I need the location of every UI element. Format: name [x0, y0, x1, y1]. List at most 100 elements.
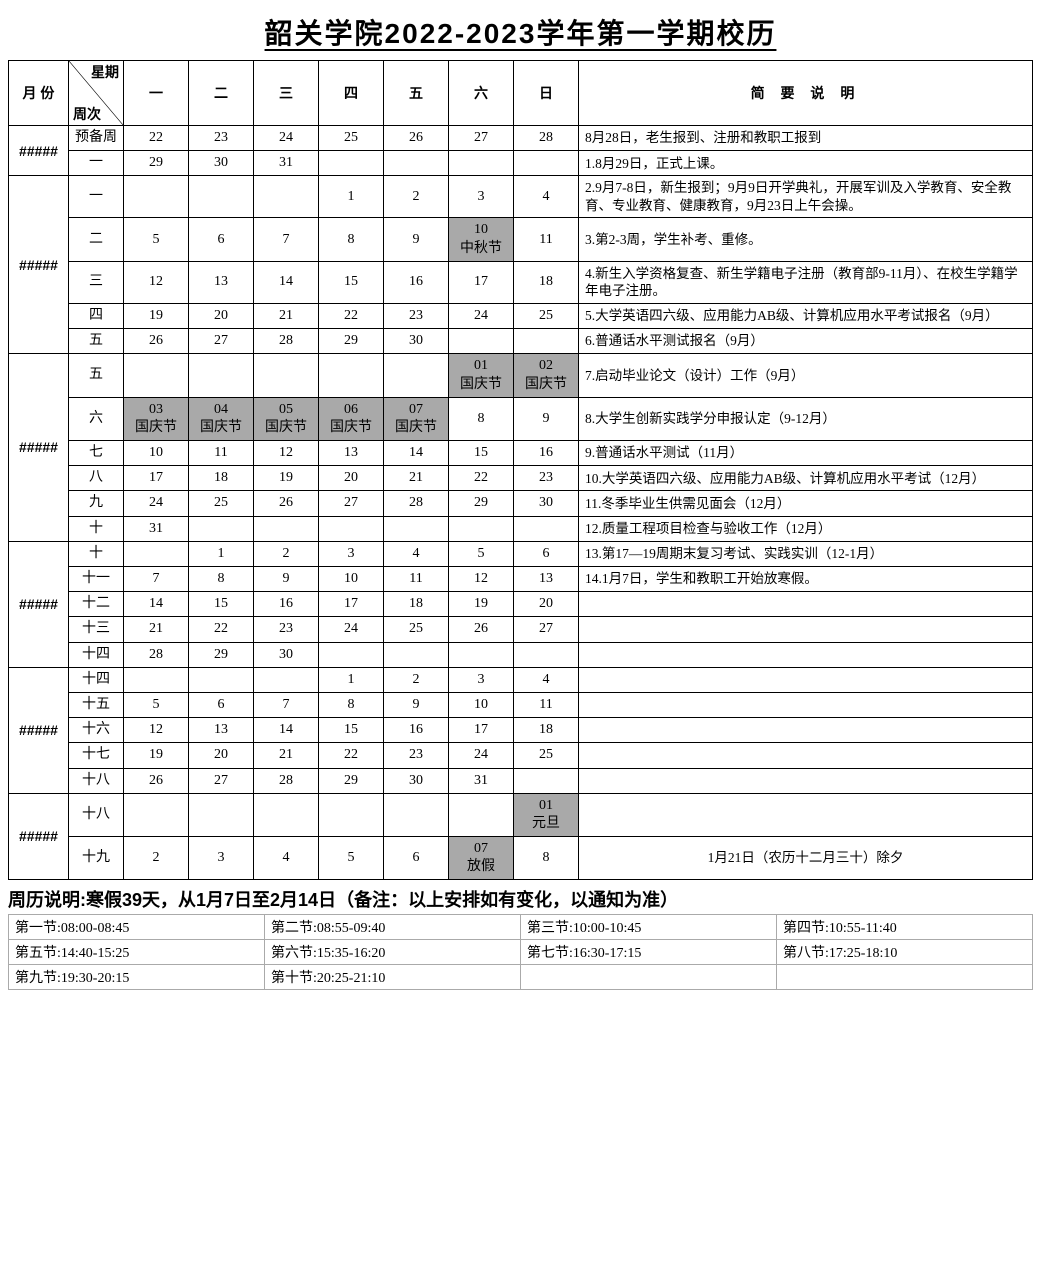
day-cell: 30 [384, 329, 449, 354]
day-cell [319, 151, 384, 176]
week-label: 八 [69, 466, 124, 491]
day-cell: 16 [384, 718, 449, 743]
day-cell: 15 [319, 261, 384, 303]
day-cell: 27 [189, 768, 254, 793]
note-cell [579, 718, 1033, 743]
day-cell: 30 [384, 768, 449, 793]
note-cell: 4.新生入学资格复查、新生学籍电子注册（教育部9-11月）、在校生学籍学年电子注… [579, 261, 1033, 303]
day-cell: 16 [254, 592, 319, 617]
period-table: 第一节:08:00-08:45第二节:08:55-09:40第三节:10:00-… [8, 914, 1033, 990]
week-label: 十六 [69, 718, 124, 743]
day-cell: 18 [384, 592, 449, 617]
note-cell: 10.大学英语四六级、应用能力AB级、计算机应用水平考试（12月） [579, 466, 1033, 491]
col-month: 月 份 [9, 61, 69, 126]
day-cell: 20 [189, 303, 254, 328]
day-cell: 5 [124, 218, 189, 261]
diag-top: 星期 [91, 63, 119, 81]
day-cell: 18 [514, 261, 579, 303]
day-cell: 3 [189, 837, 254, 880]
period-cell: 第四节:10:55-11:40 [777, 915, 1033, 940]
day-cell: 11 [514, 218, 579, 261]
day-cell [254, 516, 319, 541]
day-cell: 9 [514, 397, 579, 440]
day-cell [124, 667, 189, 692]
day-cell: 28 [384, 491, 449, 516]
day-cell: 18 [189, 466, 254, 491]
day-cell: 21 [384, 466, 449, 491]
day-cell: 24 [449, 303, 514, 328]
day-cell: 3 [319, 541, 384, 566]
day-cell: 14 [254, 261, 319, 303]
day-cell: 20 [319, 466, 384, 491]
day-cell: 12 [124, 718, 189, 743]
day-cell [384, 793, 449, 836]
day-cell: 2 [124, 837, 189, 880]
col-day-5: 五 [384, 61, 449, 126]
calendar-table: 月 份 星期 周次 一 二 三 四 五 六 日 简 要 说 明 #####预备周… [8, 60, 1033, 880]
day-cell [189, 354, 254, 397]
day-cell: 22 [189, 617, 254, 642]
week-label: 一 [69, 151, 124, 176]
day-cell: 26 [384, 126, 449, 151]
day-cell: 23 [254, 617, 319, 642]
day-cell: 13 [319, 441, 384, 466]
day-cell: 22 [319, 303, 384, 328]
week-label: 十九 [69, 837, 124, 880]
day-cell: 26 [124, 768, 189, 793]
day-cell: 2 [384, 667, 449, 692]
week-label: 九 [69, 491, 124, 516]
week-label: 十八 [69, 793, 124, 836]
note-cell: 3.第2-3周，学生补考、重修。 [579, 218, 1033, 261]
day-cell: 22 [449, 466, 514, 491]
period-cell [521, 965, 777, 990]
day-cell: 25 [319, 126, 384, 151]
week-label: 二 [69, 218, 124, 261]
day-cell: 15 [319, 718, 384, 743]
day-cell: 17 [124, 466, 189, 491]
day-cell: 13 [514, 567, 579, 592]
day-cell: 20 [514, 592, 579, 617]
col-day-6: 六 [449, 61, 514, 126]
week-label: 四 [69, 303, 124, 328]
note-cell: 12.质量工程项目检查与验收工作（12月） [579, 516, 1033, 541]
day-cell [319, 642, 384, 667]
note-cell: 1.8月29日，正式上课。 [579, 151, 1033, 176]
day-cell: 07放假 [449, 837, 514, 880]
day-cell: 23 [514, 466, 579, 491]
day-cell: 10 [124, 441, 189, 466]
week-label: 十二 [69, 592, 124, 617]
day-cell: 5 [449, 541, 514, 566]
period-cell: 第五节:14:40-15:25 [9, 940, 265, 965]
day-cell: 23 [384, 303, 449, 328]
day-cell: 05国庆节 [254, 397, 319, 440]
day-cell [514, 768, 579, 793]
week-label: 七 [69, 441, 124, 466]
day-cell: 21 [124, 617, 189, 642]
day-cell: 23 [384, 743, 449, 768]
day-cell: 14 [384, 441, 449, 466]
month-label: ##### [9, 354, 69, 542]
day-cell: 4 [514, 667, 579, 692]
day-cell: 29 [124, 151, 189, 176]
col-diag: 星期 周次 [69, 61, 124, 126]
week-label: 预备周 [69, 126, 124, 151]
day-cell [449, 516, 514, 541]
day-cell: 18 [514, 718, 579, 743]
day-cell: 29 [319, 329, 384, 354]
note-cell: 7.启动毕业论文（设计）工作（9月） [579, 354, 1033, 397]
day-cell: 24 [124, 491, 189, 516]
note-cell: 5.大学英语四六级、应用能力AB级、计算机应用水平考试报名（9月） [579, 303, 1033, 328]
day-cell: 22 [124, 126, 189, 151]
day-cell: 04国庆节 [189, 397, 254, 440]
week-label: 十三 [69, 617, 124, 642]
day-cell: 27 [514, 617, 579, 642]
day-cell [449, 151, 514, 176]
month-label: ##### [9, 793, 69, 880]
day-cell [514, 329, 579, 354]
day-cell: 8 [189, 567, 254, 592]
month-label: ##### [9, 541, 69, 667]
day-cell: 1 [319, 176, 384, 218]
day-cell: 30 [514, 491, 579, 516]
day-cell: 14 [124, 592, 189, 617]
week-label: 五 [69, 329, 124, 354]
